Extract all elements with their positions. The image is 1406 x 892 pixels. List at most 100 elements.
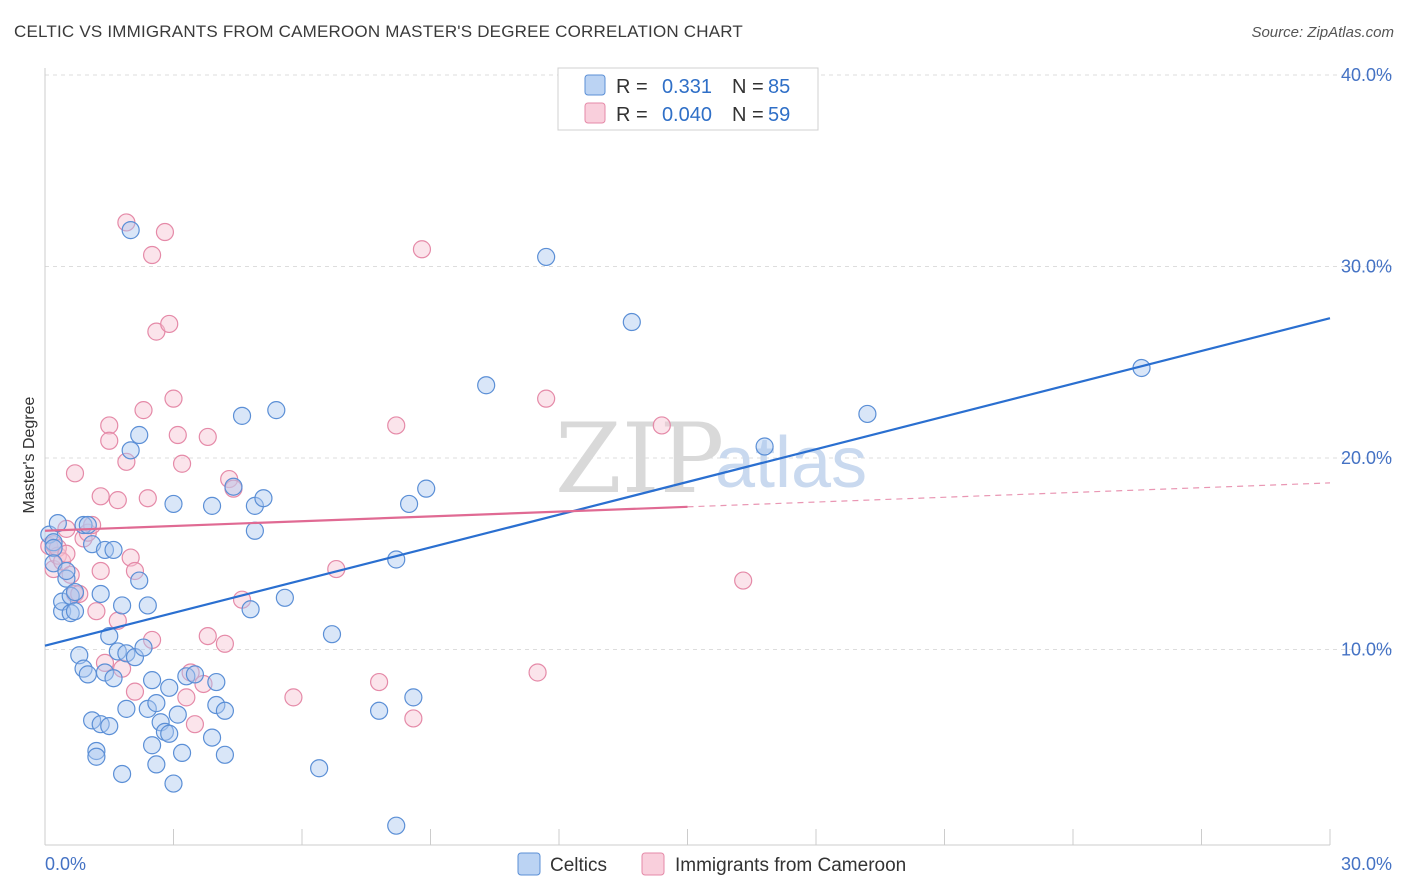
- cameroon-point: [91, 561, 110, 581]
- cameroon-point: [108, 491, 127, 510]
- cameroon-point: [215, 634, 234, 653]
- legend-swatch-celtics: [584, 74, 606, 96]
- legend-r-value-1: 0.040: [662, 104, 712, 126]
- celtic-point: [202, 728, 222, 747]
- bottom-legend-swatch-celtics: [517, 852, 541, 876]
- cameroon-trend-line-extension: [687, 482, 1331, 508]
- cameroon-point: [185, 715, 205, 734]
- celtic-point: [44, 538, 63, 558]
- cameroon-point: [87, 602, 106, 621]
- celtic-point: [138, 596, 157, 615]
- celtic-point: [387, 816, 406, 835]
- celtic-point: [142, 671, 162, 690]
- celtic-point: [87, 741, 106, 761]
- celtic-point: [185, 665, 205, 684]
- y-axis-title: Master's Degree: [21, 396, 38, 513]
- celtic-point: [755, 437, 774, 456]
- celtic-point: [142, 736, 162, 755]
- watermark-zip: ZIP: [555, 403, 724, 515]
- y-tick-label: 10.0%: [1341, 640, 1392, 660]
- axis-layer: 0.0% 30.0%: [44, 68, 1392, 874]
- cameroon-point: [404, 709, 423, 728]
- celtic-point: [399, 494, 419, 514]
- celtic-point: [117, 644, 136, 663]
- watermark-atlas: atlas: [715, 423, 867, 503]
- cameroon-point: [164, 389, 183, 408]
- celtic-point: [65, 602, 85, 621]
- celtic-point: [100, 626, 119, 646]
- celtic-point: [477, 376, 496, 395]
- cameroon-point: [117, 452, 136, 471]
- cameroon-point: [172, 454, 192, 473]
- legend-r-value-0: 0.331: [662, 76, 712, 98]
- celtic-point: [404, 688, 423, 707]
- celtic-point: [232, 406, 252, 425]
- cameroon-point: [100, 431, 119, 450]
- cameroon-point: [198, 626, 217, 646]
- celtic-point: [245, 521, 264, 540]
- cameroon-point: [177, 688, 196, 707]
- celtic-point: [112, 764, 132, 784]
- celtic-point: [78, 515, 97, 535]
- cameroon-point: [91, 487, 110, 506]
- celtic-point: [858, 404, 877, 424]
- cameroon-point: [160, 314, 179, 334]
- cameroon-point: [537, 389, 556, 408]
- cameroon-point: [155, 222, 175, 242]
- cameroon-point: [168, 425, 187, 445]
- celtic-point: [160, 678, 179, 697]
- x-tick-label-min: 0.0%: [45, 854, 86, 874]
- celtic-point: [310, 759, 329, 778]
- celtic-point: [83, 711, 102, 730]
- cameroon-point: [134, 401, 153, 420]
- bottom-legend-celtics: Celtics: [550, 855, 607, 876]
- celtic-point: [241, 600, 260, 619]
- celtic-trend-line: [44, 317, 1331, 647]
- celtic-point: [57, 561, 76, 581]
- x-tick-label-max: 30.0%: [1341, 854, 1392, 874]
- legend-n-value-0: 85: [768, 76, 790, 98]
- series-legend: Celtics Immigrants from Cameroon: [517, 852, 906, 876]
- celtic-point: [91, 584, 110, 604]
- cameroon-point: [95, 653, 115, 673]
- cameroon-point: [198, 427, 217, 447]
- watermark: ZIP atlas: [555, 403, 867, 515]
- cameroon-point: [125, 682, 145, 701]
- celtic-point: [104, 669, 123, 688]
- trend-layer: [44, 317, 1331, 647]
- cameroon-point: [121, 548, 140, 567]
- cameroon-point: [387, 416, 406, 435]
- celtic-point: [121, 221, 140, 240]
- celtic-point: [267, 401, 286, 420]
- celtic-point: [275, 588, 294, 607]
- legend-swatch-cameroon: [584, 102, 606, 124]
- celtic-point: [215, 701, 234, 720]
- celtic-point: [147, 755, 166, 774]
- series-celtic-points: [40, 221, 1151, 835]
- celtic-point: [537, 247, 556, 267]
- celtic-point: [57, 569, 76, 588]
- celtic-point: [100, 716, 119, 736]
- cameroon-point: [370, 672, 389, 692]
- y-tick-label: 30.0%: [1341, 257, 1392, 277]
- cameroon-point: [652, 416, 671, 435]
- cameroon-point: [734, 571, 753, 590]
- cameroon-point: [528, 663, 547, 682]
- cameroon-point: [412, 240, 432, 259]
- celtic-point: [417, 479, 436, 498]
- chart-title: CELTIC VS IMMIGRANTS FROM CAMEROON MASTE…: [14, 22, 744, 41]
- cameroon-point: [125, 561, 145, 581]
- cameroon-point: [65, 464, 85, 483]
- celtic-point: [78, 665, 97, 684]
- celtic-point: [65, 582, 85, 602]
- celtic-point: [622, 312, 641, 332]
- bottom-legend-swatch-cameroon: [641, 852, 665, 876]
- y-tick-label: 20.0%: [1341, 448, 1392, 468]
- celtic-point: [134, 638, 153, 657]
- legend-n-value-1: 59: [768, 104, 790, 126]
- celtic-point: [168, 705, 187, 724]
- cameroon-point: [142, 245, 162, 265]
- celtic-point: [202, 496, 222, 515]
- celtic-point: [147, 694, 166, 713]
